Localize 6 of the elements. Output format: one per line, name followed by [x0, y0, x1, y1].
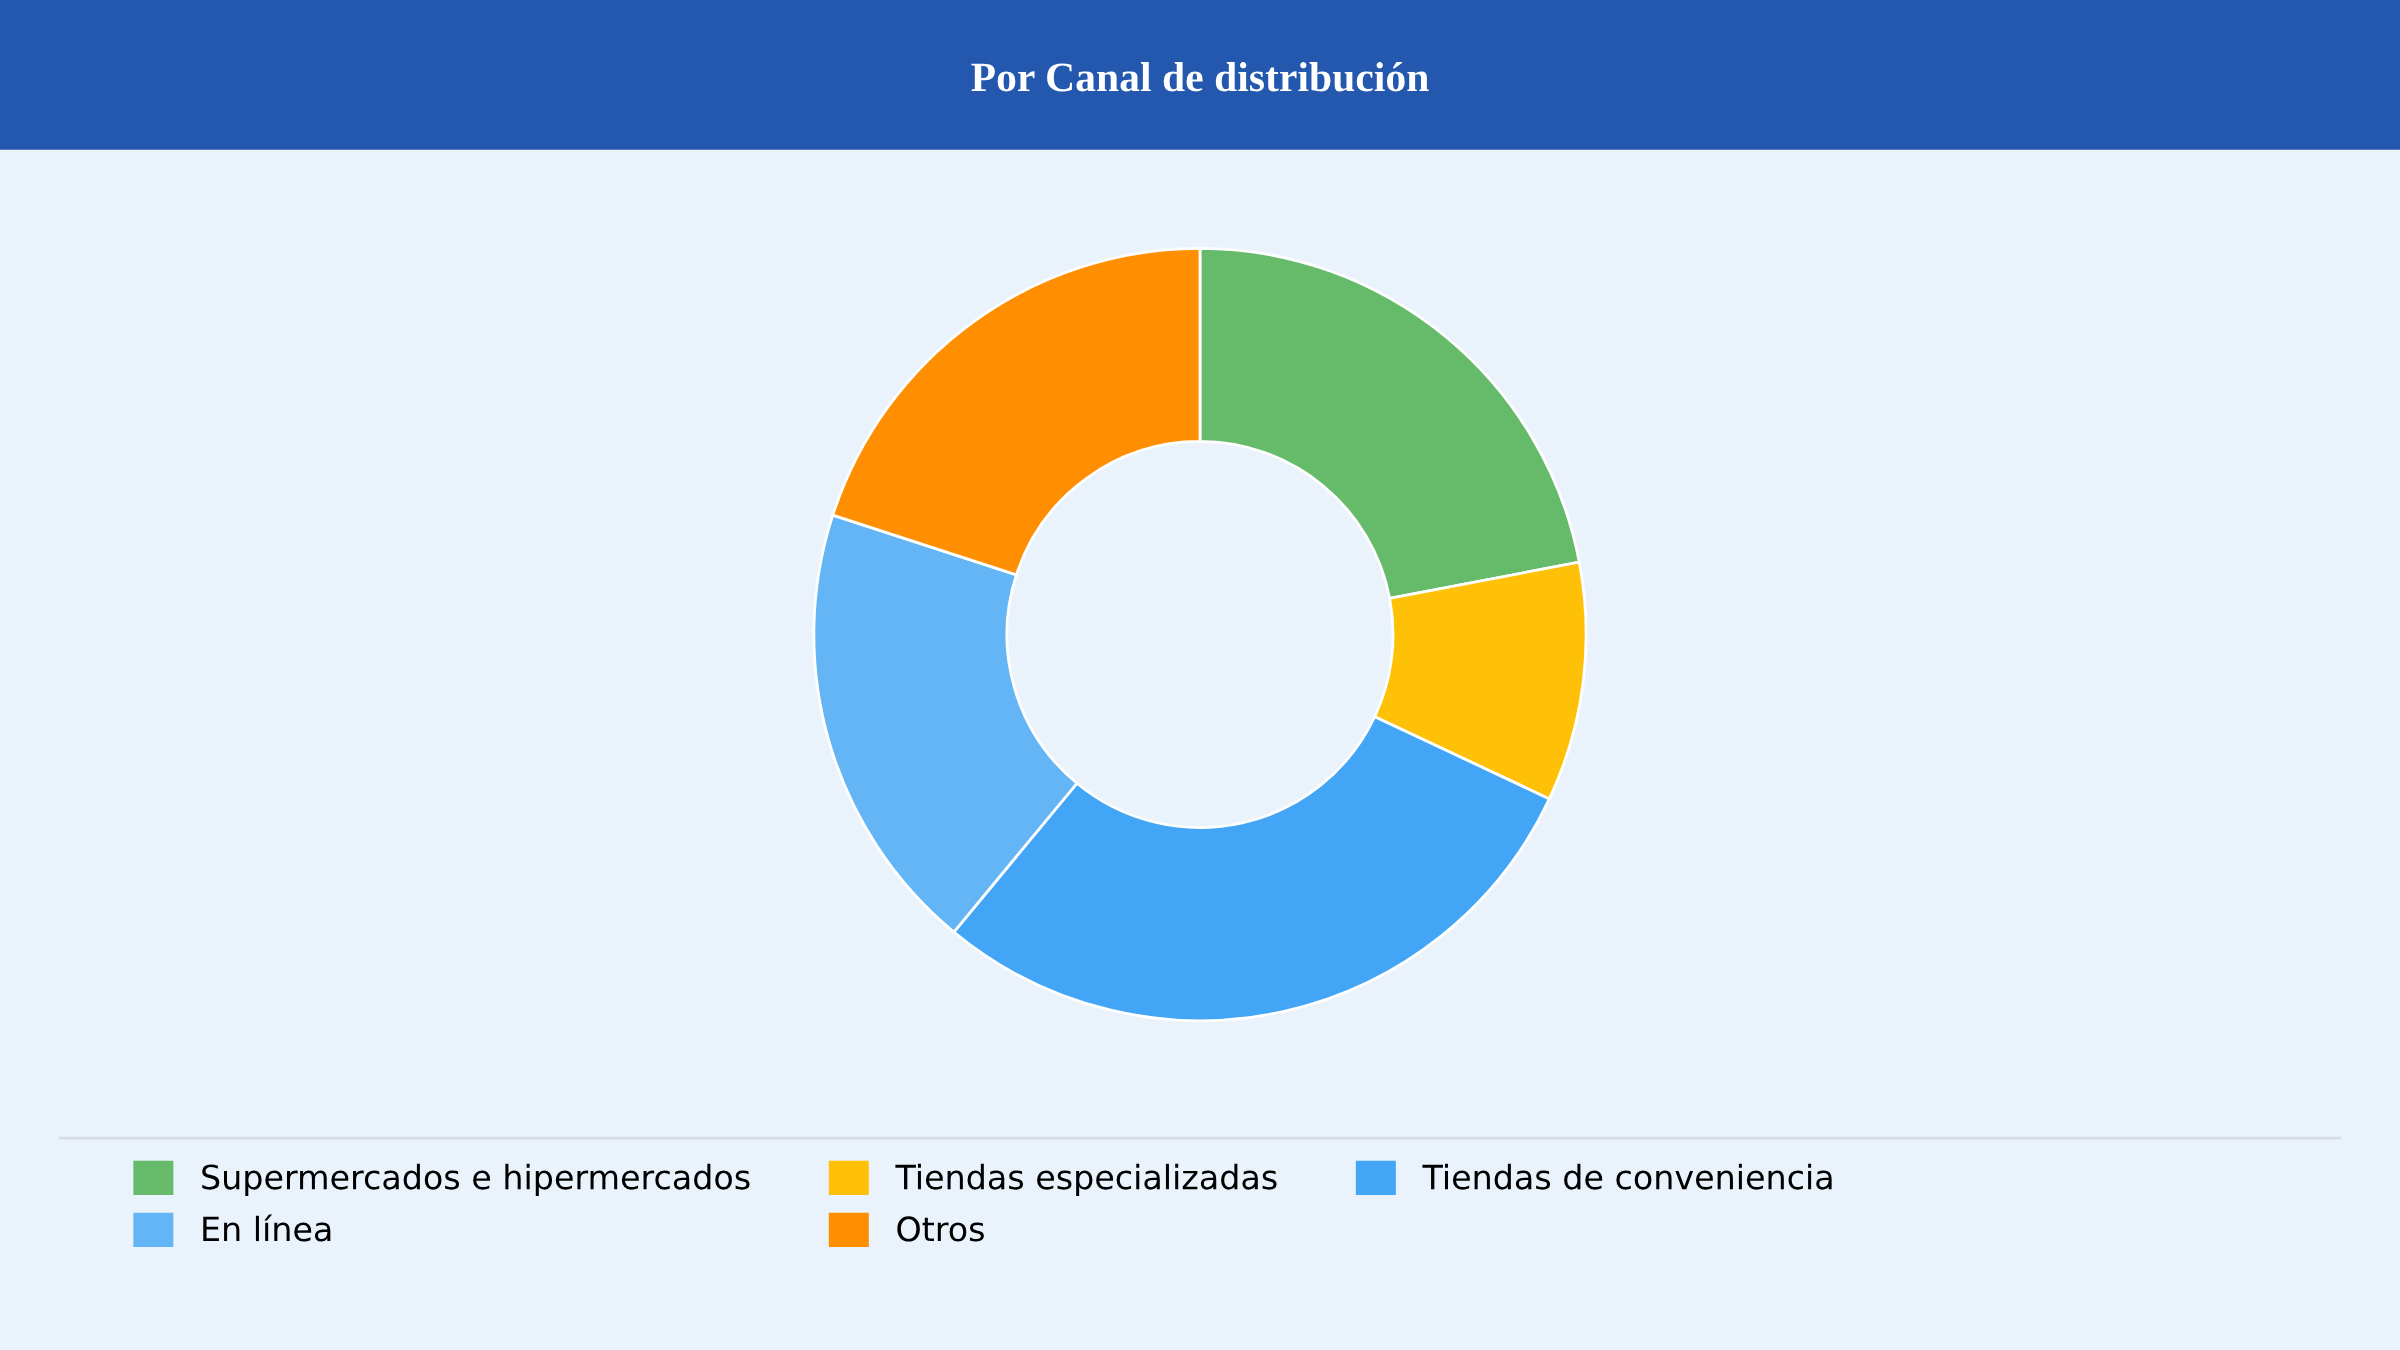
legend-label: En línea: [203, 1214, 331, 1242]
legend-label: Tiendas especializadas: [895, 1163, 1277, 1197]
legend-label: Tiendas de conveniencia: [1422, 1163, 1832, 1190]
legend-label: Supermercados e hipermercados: [202, 1163, 750, 1197]
legend-label: Otros: [897, 1216, 984, 1242]
chart-title: Por Canal de distribución: [971, 62, 1429, 92]
